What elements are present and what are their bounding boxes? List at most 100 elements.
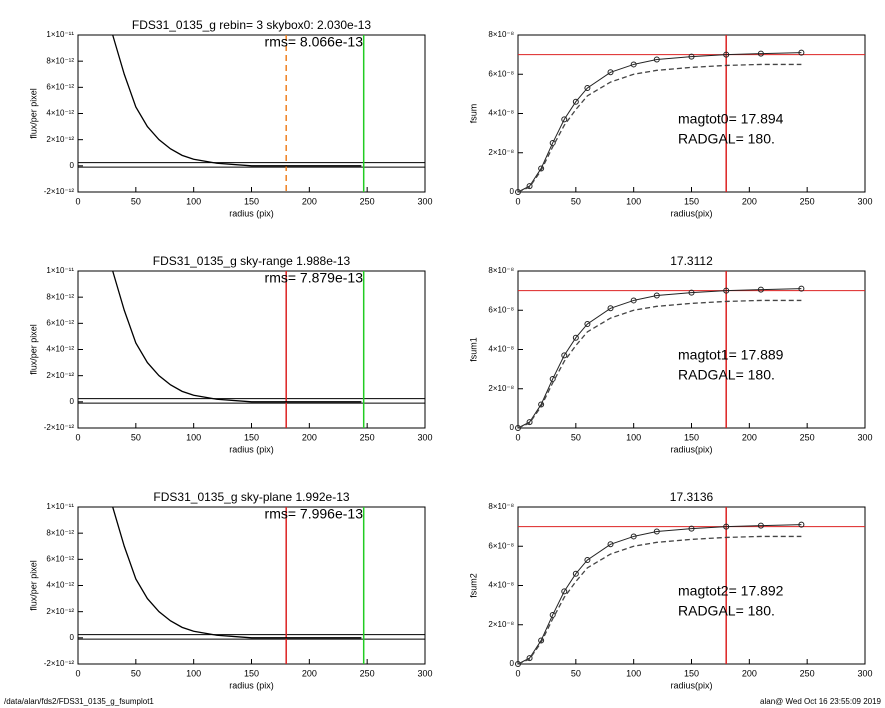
y-tick-label: 2×10⁻¹² xyxy=(46,607,74,616)
y-tick-label: 6×10⁻⁸ xyxy=(488,69,514,78)
data-point xyxy=(607,305,614,312)
chart-title: 17.3136 xyxy=(670,490,714,504)
x-tick-label: 50 xyxy=(131,196,141,206)
x-tick-label: 0 xyxy=(515,668,520,678)
y-tick-label: 8×10⁻⁸ xyxy=(488,266,514,275)
data-point xyxy=(798,521,805,528)
x-tick-label: 300 xyxy=(417,668,432,678)
data-line xyxy=(517,52,802,193)
data-point xyxy=(630,61,637,68)
x-tick-label: 0 xyxy=(515,432,520,442)
x-axis-label: radius(pix) xyxy=(670,680,712,690)
y-tick-label: 8×10⁻¹² xyxy=(46,56,74,65)
data-point xyxy=(607,541,614,548)
y-tick-label: 2×10⁻¹² xyxy=(46,135,74,144)
y-tick-label: 0 xyxy=(70,633,75,642)
x-tick-label: 250 xyxy=(800,432,815,442)
footer-left: /data/alan/fds2/FDS31_0135_g_fsumplot1 xyxy=(4,697,154,706)
x-tick-label: 300 xyxy=(857,196,872,206)
x-tick-label: 0 xyxy=(75,432,80,442)
y-tick-label: 4×10⁻¹² xyxy=(46,109,74,118)
data-point xyxy=(584,556,591,563)
y-tick-label: 1×10⁻¹¹ xyxy=(46,502,74,511)
data-point xyxy=(561,116,568,123)
data-point xyxy=(526,183,533,190)
x-tick-label: 200 xyxy=(302,668,317,678)
data-point xyxy=(688,525,695,532)
y-tick-label: 6×10⁻⁸ xyxy=(488,541,514,550)
y-tick-label: 2×10⁻¹² xyxy=(46,371,74,380)
data-line xyxy=(112,506,362,639)
x-tick-label: 250 xyxy=(800,668,815,678)
data-point xyxy=(653,56,660,63)
data-line xyxy=(517,288,802,429)
data-line xyxy=(112,34,362,167)
y-axis-label: flux/per pixel xyxy=(28,324,38,375)
data-point xyxy=(630,533,637,540)
x-tick-label: 300 xyxy=(857,668,872,678)
data-point xyxy=(688,53,695,60)
x-axis-label: radius (pix) xyxy=(229,444,274,454)
x-tick-label: 50 xyxy=(131,668,141,678)
y-tick-label: 8×10⁻¹² xyxy=(46,292,74,301)
data-line xyxy=(517,299,802,429)
x-tick-label: 200 xyxy=(302,196,317,206)
x-tick-label: 100 xyxy=(186,196,201,206)
annotation: RADGAL= 180. xyxy=(678,367,775,383)
y-tick-label: 4×10⁻⁸ xyxy=(488,109,514,118)
x-axis-label: radius (pix) xyxy=(229,208,274,218)
y-tick-label: 6×10⁻¹² xyxy=(46,82,74,91)
y-tick-label: 2×10⁻⁸ xyxy=(488,384,514,393)
data-point xyxy=(723,523,730,530)
data-point xyxy=(653,528,660,535)
y-tick-label: 8×10⁻⁸ xyxy=(488,502,514,511)
data-point xyxy=(723,51,730,58)
data-point xyxy=(798,49,805,56)
x-tick-label: 300 xyxy=(417,196,432,206)
data-point xyxy=(515,425,521,431)
y-tick-label: 4×10⁻¹² xyxy=(46,581,74,590)
data-point xyxy=(526,655,533,662)
data-point xyxy=(798,285,805,292)
x-tick-label: 50 xyxy=(131,432,141,442)
annotation: rms= 7.879e-13 xyxy=(265,270,364,286)
chart-title: 17.3112 xyxy=(670,254,713,268)
data-point xyxy=(549,375,556,382)
data-point xyxy=(561,588,568,595)
x-tick-label: 250 xyxy=(360,196,375,206)
x-tick-label: 200 xyxy=(742,668,757,678)
y-axis-label: fsum xyxy=(468,104,478,124)
x-tick-label: 150 xyxy=(684,432,699,442)
data-point xyxy=(515,661,521,667)
y-tick-label: 2×10⁻⁸ xyxy=(488,148,514,157)
y-tick-label: 0 xyxy=(510,659,515,668)
x-tick-label: 150 xyxy=(244,196,259,206)
x-tick-label: 250 xyxy=(360,432,375,442)
x-tick-label: 100 xyxy=(626,196,641,206)
chart-title: FDS31_0135_g sky-range 1.988e-13 xyxy=(153,254,351,268)
y-tick-label: 2×10⁻⁸ xyxy=(488,620,514,629)
x-tick-label: 150 xyxy=(244,668,259,678)
y-tick-label: 0 xyxy=(70,397,75,406)
x-tick-label: 100 xyxy=(186,668,201,678)
chart-title: FDS31_0135_g sky-plane 1.992e-13 xyxy=(153,490,349,504)
x-tick-label: 100 xyxy=(186,432,201,442)
annotation: magtot0= 17.894 xyxy=(678,111,784,127)
data-point xyxy=(757,522,764,529)
x-tick-label: 0 xyxy=(75,196,80,206)
y-tick-label: 1×10⁻¹¹ xyxy=(46,30,74,39)
data-point xyxy=(630,297,637,304)
data-line xyxy=(517,535,802,665)
x-tick-label: 300 xyxy=(417,432,432,442)
annotation: RADGAL= 180. xyxy=(678,603,775,619)
data-point xyxy=(607,69,614,76)
data-line xyxy=(517,524,802,665)
x-tick-label: 50 xyxy=(571,668,581,678)
y-tick-label: -2×10⁻¹² xyxy=(44,659,75,668)
x-tick-label: 0 xyxy=(515,196,520,206)
data-point xyxy=(515,189,521,195)
x-tick-label: 0 xyxy=(75,668,80,678)
y-tick-label: 8×10⁻⁸ xyxy=(488,30,514,39)
data-point xyxy=(584,320,591,327)
x-tick-label: 250 xyxy=(800,196,815,206)
